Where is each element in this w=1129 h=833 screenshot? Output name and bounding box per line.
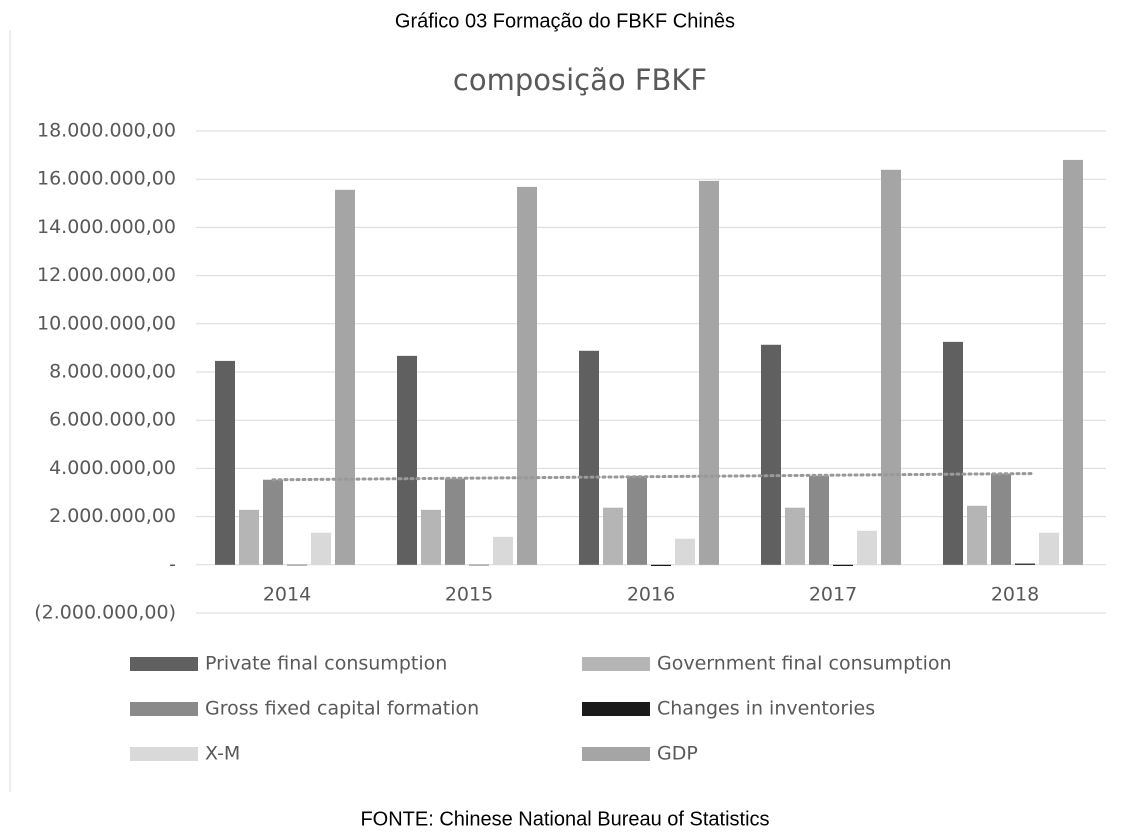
bar [809, 475, 829, 565]
bar [943, 341, 963, 565]
bar [699, 180, 719, 565]
bar [967, 505, 987, 565]
bar [991, 473, 1011, 565]
source: FONTE: Chinese National Bureau of Statis… [360, 808, 769, 830]
bar [311, 532, 331, 565]
legend-swatch [582, 657, 650, 671]
bar [469, 564, 489, 566]
legend-swatch [130, 657, 198, 671]
y-tick-label: (2.000.000,00) [34, 602, 176, 624]
y-tick-label: 16.000.000,00 [37, 168, 176, 190]
legend-swatch [130, 747, 198, 761]
bar [651, 564, 671, 567]
legend-label: X-M [205, 743, 240, 765]
bar [397, 355, 417, 565]
y-tick-label: 6.000.000,00 [49, 409, 176, 431]
y-tick-label: 4.000.000,00 [49, 457, 176, 479]
y-tick-label: 12.000.000,00 [37, 264, 176, 286]
bar [579, 350, 599, 565]
y-tick-label: 2.000.000,00 [49, 505, 176, 527]
bar [263, 479, 283, 565]
bar [627, 475, 647, 565]
legend-label: Changes in inventories [657, 698, 875, 720]
heading: Gráfico 03 Formação do FBKF Chinês [395, 10, 735, 32]
legend-swatch [582, 747, 650, 761]
bar [881, 169, 901, 565]
y-tick-label: 10.000.000,00 [37, 312, 176, 334]
x-tick-label: 2015 [445, 583, 493, 605]
bar [1015, 563, 1035, 565]
bar [833, 564, 853, 567]
y-tick-label: 18.000.000,00 [37, 120, 176, 142]
legend-swatch [130, 702, 198, 716]
bar [1063, 159, 1083, 565]
bar [761, 344, 781, 565]
bar [493, 536, 513, 565]
bar [785, 507, 805, 565]
bar [445, 478, 465, 565]
bar [675, 538, 695, 565]
bar [1039, 532, 1059, 565]
bar [335, 189, 355, 565]
bar [517, 186, 537, 565]
x-tick-label: 2016 [627, 583, 675, 605]
x-tick-label: 2014 [263, 583, 311, 605]
bar [215, 360, 235, 565]
legend-label: Private final consumption [205, 653, 447, 675]
y-tick-label: 14.000.000,00 [37, 216, 176, 238]
legend-label: GDP [657, 743, 698, 765]
y-tick-label: 8.000.000,00 [49, 361, 176, 383]
bar [421, 509, 441, 565]
x-tick-label: 2018 [991, 583, 1039, 605]
y-tick-label: - [169, 553, 176, 575]
bar [287, 564, 307, 566]
bar [603, 507, 623, 565]
legend-swatch [582, 702, 650, 716]
legend-label: Government final consumption [657, 653, 952, 675]
x-tick-label: 2017 [809, 583, 857, 605]
chart-title: composição FBKF [453, 63, 707, 97]
trendline [271, 472, 1033, 482]
bar [239, 509, 259, 565]
legend-label: Gross fixed capital formation [205, 698, 479, 720]
bar [857, 530, 877, 565]
